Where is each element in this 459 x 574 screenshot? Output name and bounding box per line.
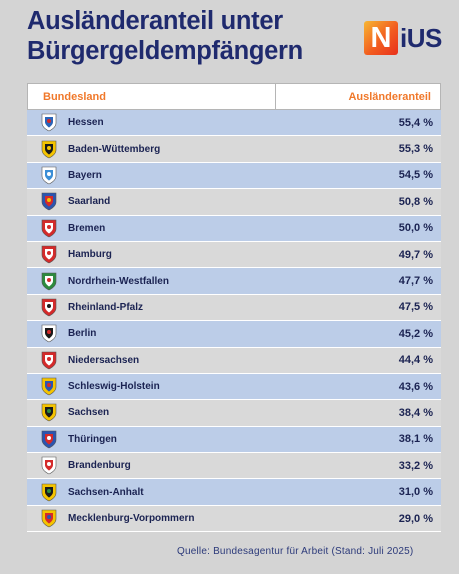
mecklenburg-vorpommern-crest-icon xyxy=(40,509,58,529)
table-row: Bayern 54,5 % xyxy=(27,162,441,190)
logo-text: iUS xyxy=(400,22,442,53)
share-value: 31,0 % xyxy=(398,486,433,499)
source-note: Quelle: Bundesagentur für Arbeit (Stand:… xyxy=(177,546,414,557)
share-value: 38,1 % xyxy=(398,433,433,446)
table-row: Hamburg 49,7 % xyxy=(27,241,441,269)
schleswig-holstein-crest-icon xyxy=(40,377,58,397)
share-value: 47,7 % xyxy=(398,275,433,288)
state-name: Sachsen xyxy=(68,407,110,419)
hessen-crest-icon xyxy=(40,113,58,133)
column-header-auslaenderanteil: Ausländeranteil xyxy=(348,90,431,103)
table-row: Bremen 50,0 % xyxy=(27,215,441,242)
share-value: 55,4 % xyxy=(398,116,433,129)
data-table: Bundesland Ausländeranteil Hessen 55,4 % B… xyxy=(27,83,441,533)
table-row: Nordrhein-Westfallen 47,7 % xyxy=(27,268,441,295)
page-title: Ausländeranteil unter Bürgergeldempfänge… xyxy=(27,7,303,65)
brandenburg-crest-icon xyxy=(40,456,58,476)
bayern-crest-icon xyxy=(40,165,58,185)
state-name: Brandenburg xyxy=(68,460,131,472)
state-name: Bayern xyxy=(68,169,102,181)
table-row: Saarland 50,8 % xyxy=(27,189,441,216)
rheinland-pfalz-crest-icon xyxy=(40,297,58,317)
state-name: Schleswig-Holstein xyxy=(68,381,160,393)
table-row: Baden-Wüttemberg 55,3 % xyxy=(27,136,441,163)
table-body: Hessen 55,4 % Baden-Wüttemberg 55,3 % Bayern… xyxy=(27,110,441,533)
state-name: Hessen xyxy=(68,117,104,129)
state-name: Sachsen-Anhalt xyxy=(68,486,144,498)
table-row: Niedersachsen 44,4 % xyxy=(27,347,441,374)
state-name: Mecklenburg-Vorpommern xyxy=(68,513,195,525)
table-row: Sachsen-Anhalt 31,0 % xyxy=(27,479,441,506)
saarland-crest-icon xyxy=(40,192,58,212)
share-value: 29,0 % xyxy=(398,512,433,525)
table-row: Mecklenburg-Vorpommern 29,0 % xyxy=(27,505,441,533)
bremen-crest-icon xyxy=(40,218,58,238)
table-row: Thüringen 38,1 % xyxy=(27,426,441,454)
state-name: Hamburg xyxy=(68,249,112,261)
thueringen-crest-icon xyxy=(40,429,58,449)
table-header: Bundesland Ausländeranteil xyxy=(27,83,441,110)
logo-mark: N xyxy=(364,21,398,55)
berlin-crest-icon xyxy=(40,324,58,344)
share-value: 33,2 % xyxy=(398,459,433,472)
state-name: Nordrhein-Westfallen xyxy=(68,275,169,287)
nordrhein-westfalen-crest-icon xyxy=(40,271,58,291)
state-name: Niedersachsen xyxy=(68,354,140,366)
state-name: Baden-Wüttemberg xyxy=(68,143,161,155)
share-value: 54,5 % xyxy=(398,169,433,182)
state-name: Berlin xyxy=(68,328,97,340)
column-header-bundesland: Bundesland xyxy=(28,84,276,109)
share-value: 50,0 % xyxy=(398,222,433,235)
table-row: Rheinland-Pfalz 47,5 % xyxy=(27,294,441,322)
sachsen-crest-icon xyxy=(40,403,58,423)
share-value: 45,2 % xyxy=(398,327,433,340)
table-row: Schleswig-Holstein 43,6 % xyxy=(27,373,441,401)
share-value: 38,4 % xyxy=(398,406,433,419)
table-row: Hessen 55,4 % xyxy=(27,110,441,137)
sachsen-anhalt-crest-icon xyxy=(40,482,58,502)
hamburg-crest-icon xyxy=(40,245,58,265)
share-value: 43,6 % xyxy=(398,380,433,393)
state-name: Bremen xyxy=(68,222,106,234)
table-row: Brandenburg 33,2 % xyxy=(27,453,441,480)
share-value: 50,8 % xyxy=(398,195,433,208)
table-row: Sachsen 38,4 % xyxy=(27,400,441,427)
share-value: 47,5 % xyxy=(398,301,433,314)
table-row: Berlin 45,2 % xyxy=(27,321,441,348)
share-value: 44,4 % xyxy=(398,354,433,367)
state-name: Rheinland-Pfalz xyxy=(68,301,144,313)
niedersachsen-crest-icon xyxy=(40,350,58,370)
share-value: 49,7 % xyxy=(398,248,433,261)
share-value: 55,3 % xyxy=(398,143,433,156)
state-name: Saarland xyxy=(68,196,111,208)
nius-logo: N iUS xyxy=(364,19,442,57)
baden-wuerttemberg-crest-icon xyxy=(40,139,58,159)
state-name: Thüringen xyxy=(68,433,117,445)
